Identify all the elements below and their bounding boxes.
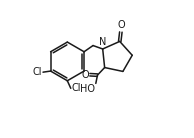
Text: O: O bbox=[117, 20, 125, 30]
Text: Cl: Cl bbox=[33, 67, 42, 77]
Text: Cl: Cl bbox=[71, 83, 81, 93]
Text: HO: HO bbox=[80, 84, 95, 94]
Text: O: O bbox=[82, 70, 89, 80]
Text: N: N bbox=[99, 37, 106, 47]
